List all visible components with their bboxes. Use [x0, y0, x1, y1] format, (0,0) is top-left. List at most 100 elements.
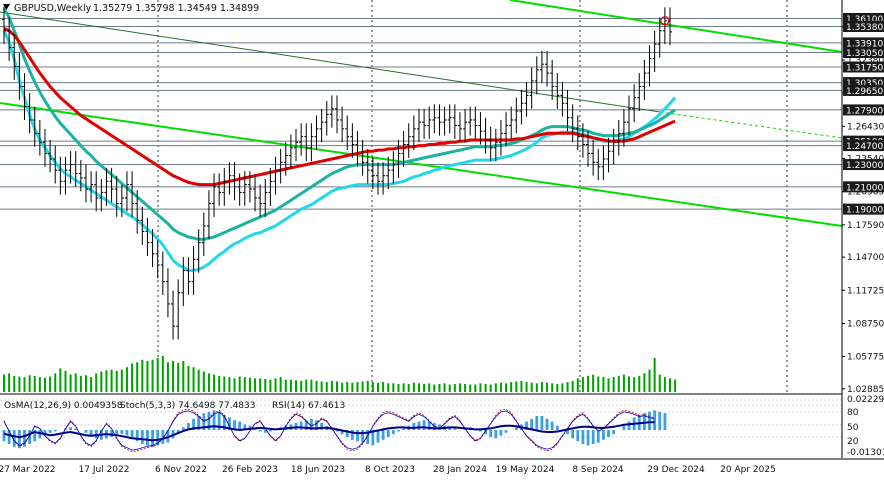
volume-bar: [325, 382, 328, 392]
osma-histogram-bar: [525, 421, 528, 430]
osma-histogram-bar: [499, 430, 503, 436]
osma-histogram-bar: [376, 430, 380, 443]
volume-bar: [597, 376, 600, 392]
moving-average-line: [3, 27, 676, 187]
volume-bar: [330, 380, 333, 392]
osma-histogram-bar: [422, 420, 426, 430]
volume-bar: [84, 375, 87, 392]
last-high-marker: [660, 16, 670, 26]
volume-bar: [64, 370, 67, 392]
level-tag-box: [843, 181, 884, 193]
osma-histogram-bar: [607, 430, 610, 437]
trend-extension-line: [659, 111, 843, 139]
volume-bar: [592, 374, 595, 392]
level-tag-box: [843, 84, 884, 96]
volume-bar: [90, 377, 93, 392]
y-tick-label: 1.11725: [847, 286, 884, 296]
lower-channel-line: [0, 102, 843, 227]
oscillator-layer: [0, 399, 842, 453]
osma-histogram-bar: [89, 430, 93, 436]
osma-histogram-bar: [7, 430, 11, 444]
volume-bar: [161, 356, 164, 392]
moving-average-layer: [2, 7, 677, 272]
level-tag-label: 1.24700: [846, 142, 883, 152]
volume-bar: [13, 375, 16, 392]
osma-histogram-bar: [130, 430, 134, 439]
volume-bar: [289, 379, 292, 392]
volume-bar: [269, 379, 272, 392]
volume-layer: [3, 356, 677, 392]
osc-axis-label: 80: [847, 408, 859, 418]
volume-bar: [192, 367, 195, 392]
osma-histogram-bar: [371, 430, 375, 446]
y-tick-label: 1.26430: [847, 122, 884, 132]
osma-histogram-bar: [74, 428, 78, 430]
rsi-line: [3, 421, 655, 442]
volume-bar: [341, 382, 344, 392]
y-tick-label: 1.32380: [847, 56, 884, 66]
volume-bar: [274, 378, 277, 392]
osma-histogram-bar: [320, 423, 324, 430]
osma-histogram-bar: [197, 416, 201, 430]
volume-bar: [448, 384, 451, 392]
volume-bar: [295, 380, 298, 392]
volume-bar: [182, 361, 185, 392]
volume-bar: [146, 361, 149, 392]
volume-bar: [120, 369, 123, 392]
volume-bar: [172, 361, 175, 392]
volume-bar: [546, 382, 549, 392]
volume-bar: [361, 381, 364, 392]
volume-bar: [561, 383, 564, 392]
volume-bar: [18, 376, 21, 392]
volume-bar: [407, 383, 410, 392]
osma-histogram-bar: [350, 430, 354, 440]
osma-histogram-bar: [535, 416, 539, 430]
volume-bar: [284, 379, 287, 392]
osma-histogram-bar: [48, 430, 52, 433]
volume-bar: [458, 383, 461, 392]
osma-histogram-bar: [243, 424, 247, 430]
level-tag-label: 1.21000: [846, 183, 883, 193]
volume-bar: [674, 379, 677, 392]
osma-histogram-bar: [17, 430, 21, 449]
volume-bar: [336, 381, 338, 392]
level-tag-box: [843, 140, 884, 152]
volume-bar: [525, 382, 528, 392]
y-tick-label: 1.14700: [847, 253, 884, 263]
volume-bar: [100, 371, 103, 392]
x-tick-label: 28 Jan 2024: [433, 465, 487, 475]
x-tick-label: 8 Oct 2023: [365, 465, 415, 475]
volume-bar: [474, 384, 477, 392]
osma-histogram-bar: [417, 421, 421, 430]
level-tag-label: 1.36100: [846, 15, 883, 25]
volume-bar: [669, 378, 671, 392]
osma-histogram-bar: [479, 430, 482, 432]
volume-bar: [658, 374, 661, 392]
volume-bar: [233, 378, 236, 392]
volume-bar: [566, 382, 569, 392]
osma-histogram-bar: [576, 430, 580, 442]
x-tick-label: 17 Jul 2022: [79, 465, 130, 475]
stoch-signal-line: [3, 410, 655, 451]
volume-bar: [510, 382, 513, 392]
osma-histogram-bar: [146, 430, 149, 446]
volume-bar: [464, 383, 467, 392]
osma-histogram-bar: [181, 427, 185, 430]
level-tag-label: 1.19000: [846, 206, 883, 216]
osma-histogram-bar: [612, 430, 616, 435]
osma-histogram-bar: [648, 411, 651, 430]
osma-histogram-bar: [412, 423, 416, 430]
osma-histogram-bar: [140, 430, 144, 444]
osma-histogram-bar: [663, 413, 667, 430]
volume-bar: [110, 369, 113, 392]
symbol-dropdown-icon[interactable]: [3, 4, 10, 10]
volume-bar: [417, 383, 420, 392]
volume-bar: [115, 370, 118, 392]
volume-bar: [392, 383, 395, 392]
volume-bar: [438, 383, 441, 392]
osma-histogram-bar: [545, 418, 549, 430]
volume-bar: [576, 378, 579, 392]
